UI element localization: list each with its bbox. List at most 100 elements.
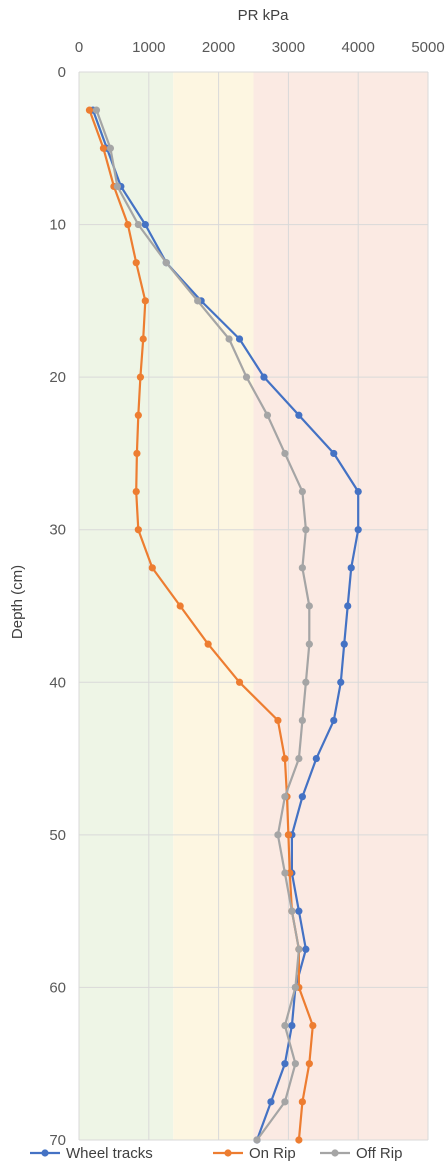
legend-marker-1: [224, 1149, 232, 1157]
data-point-0-13: [344, 602, 352, 610]
data-point-1-3: [124, 220, 132, 229]
data-point-1-11: [134, 526, 142, 534]
data-point-0-15: [337, 678, 345, 686]
y-tick-label-0: 0: [58, 64, 66, 81]
background-band-0: [79, 72, 174, 1140]
background-band-2: [253, 72, 428, 1140]
data-point-1-25: [305, 1060, 313, 1068]
data-point-0-26: [267, 1098, 275, 1106]
data-point-1-26: [298, 1098, 306, 1106]
background-band-1: [173, 72, 254, 1140]
data-point-1-12: [148, 564, 156, 572]
data-point-1-10: [132, 487, 140, 496]
data-point-1-24: [309, 1021, 317, 1030]
data-point-2-15: [302, 678, 310, 686]
data-point-2-17: [295, 754, 303, 763]
x-tick-label-1: 1000: [132, 39, 165, 56]
data-point-0-14: [340, 640, 348, 648]
data-point-2-6: [225, 335, 233, 343]
legend-label-2: Off Rip: [356, 1145, 402, 1162]
data-point-2-8: [263, 411, 272, 419]
series-2: [92, 106, 313, 1144]
y-axis-title: Depth (cm): [9, 565, 26, 639]
legend-label-0: Wheel tracks: [66, 1145, 153, 1162]
series-line-1: [88, 108, 314, 1142]
data-point-2-22: [295, 945, 303, 953]
data-point-0-22: [302, 945, 310, 953]
data-point-1-7: [136, 373, 145, 381]
data-point-2-25: [291, 1060, 299, 1068]
y-tick-label-6: 60: [49, 979, 66, 996]
data-point-0-9: [330, 449, 338, 458]
data-point-0-11: [354, 526, 362, 534]
data-point-2-26: [281, 1098, 289, 1106]
data-point-2-3: [134, 220, 142, 229]
y-tick-label-4: 40: [49, 674, 66, 691]
legend-label-1: On Rip: [249, 1145, 296, 1162]
x-tick-label-3: 3000: [272, 39, 305, 56]
data-point-2-0: [92, 106, 101, 114]
data-point-2-11: [302, 526, 310, 534]
x-tick-label-4: 4000: [342, 39, 375, 56]
data-point-1-17: [281, 754, 289, 763]
data-point-0-24: [288, 1021, 296, 1030]
y-tick-label-7: 70: [49, 1132, 66, 1149]
data-point-1-13: [176, 602, 184, 610]
data-point-2-10: [298, 487, 306, 496]
data-point-0-8: [295, 411, 303, 419]
data-point-2-21: [288, 907, 296, 915]
data-point-0-16: [330, 716, 338, 725]
data-point-2-23: [291, 983, 299, 992]
x-tick-label-2: 2000: [202, 39, 235, 56]
data-point-0-18: [298, 793, 306, 801]
data-point-2-2: [113, 182, 121, 191]
data-point-2-13: [305, 602, 313, 610]
data-point-2-27: [253, 1136, 261, 1144]
data-point-2-9: [281, 449, 289, 458]
data-point-2-14: [305, 640, 313, 648]
y-tick-label-1: 10: [49, 217, 66, 234]
data-point-1-6: [139, 335, 147, 343]
data-point-2-7: [242, 373, 251, 381]
data-point-1-16: [274, 716, 282, 725]
data-point-2-18: [281, 793, 289, 801]
data-point-0-12: [347, 564, 355, 572]
data-point-0-3: [141, 220, 149, 229]
data-point-2-16: [298, 716, 306, 725]
data-point-0-25: [281, 1060, 289, 1068]
legend-marker-0: [41, 1149, 49, 1157]
x-tick-label-5: 5000: [411, 39, 444, 56]
y-tick-label-3: 30: [49, 522, 66, 539]
data-point-0-21: [295, 907, 303, 915]
background-bands: [79, 72, 428, 1140]
data-point-0-10: [354, 487, 362, 496]
data-point-2-12: [298, 564, 306, 572]
data-point-1-8: [134, 411, 142, 419]
x-tick-label-0: 0: [75, 39, 83, 56]
data-point-1-4: [132, 259, 140, 267]
data-point-2-4: [162, 259, 170, 267]
series-1: [85, 106, 317, 1144]
data-point-2-19: [274, 831, 282, 839]
series-line-2: [95, 108, 311, 1142]
y-tick-label-5: 50: [49, 827, 66, 844]
legend-marker-2: [331, 1149, 339, 1157]
data-point-1-19: [284, 831, 292, 839]
data-point-1-0: [85, 106, 94, 114]
data-point-0-17: [312, 754, 320, 763]
data-point-1-1: [99, 144, 108, 152]
data-point-2-24: [281, 1021, 289, 1030]
series-line-0: [91, 108, 360, 1142]
data-point-0-7: [260, 373, 268, 381]
legend: Wheel tracks On Rip Off Rip: [30, 1145, 402, 1162]
data-point-1-15: [235, 678, 244, 686]
data-point-1-14: [204, 640, 212, 648]
data-point-1-5: [141, 297, 149, 305]
data-point-2-1: [106, 144, 115, 152]
x-axis-title: PR kPa: [238, 7, 290, 24]
data-point-1-9: [133, 449, 141, 458]
data-point-2-20: [281, 869, 289, 877]
y-tick-label-2: 20: [49, 369, 66, 386]
